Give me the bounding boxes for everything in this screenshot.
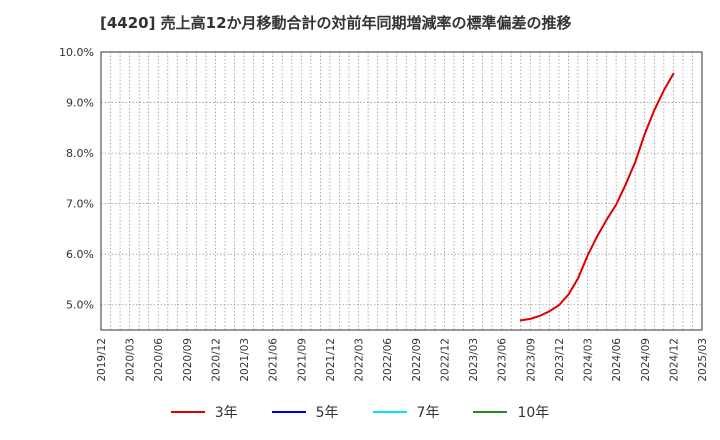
x-tick-label: 2022/06 xyxy=(382,338,394,382)
x-tick-label: 2024/12 xyxy=(668,338,680,382)
plot-background xyxy=(101,52,702,330)
legend-swatch xyxy=(473,411,508,413)
legend-item: 10年 xyxy=(473,402,549,422)
x-tick-label: 2021/09 xyxy=(296,338,308,382)
x-tick-label: 2024/09 xyxy=(640,338,652,382)
legend-item: 7年 xyxy=(372,402,440,422)
x-tick-label: 2020/12 xyxy=(210,338,222,382)
legend-label: 10年 xyxy=(517,405,550,421)
x-tick-label: 2024/06 xyxy=(611,338,623,382)
legend-swatch xyxy=(170,411,205,413)
x-tick-label: 2023/06 xyxy=(497,338,509,382)
y-tick-label: 8.0% xyxy=(66,147,94,160)
x-tick-label: 2021/12 xyxy=(325,338,337,382)
legend-item: 3年 xyxy=(170,402,238,422)
x-tick-label: 2023/09 xyxy=(525,338,537,382)
y-tick-label: 9.0% xyxy=(66,97,94,110)
y-tick-label: 5.0% xyxy=(66,299,94,312)
x-tick-label: 2020/03 xyxy=(125,338,137,382)
plot-area: 5.0% 6.0% 7.0% 8.0% 9.0% 10.0% 2019/12 2020/03 2… xyxy=(59,46,709,382)
x-tick-label: 2020/06 xyxy=(153,338,165,382)
legend-swatch xyxy=(271,411,306,413)
x-tick-label: 2022/12 xyxy=(439,338,451,382)
legend: 3年 5年 7年 10年 xyxy=(0,402,720,422)
chart-title: [4420] 売上高12か月移動合計の対前年同期増減率の標準偏差の推移 xyxy=(100,14,572,32)
legend-item: 5年 xyxy=(271,402,339,422)
series-line xyxy=(519,72,675,322)
x-tick-label: 2020/09 xyxy=(182,338,194,382)
x-tick-label: 2019/12 xyxy=(96,338,108,382)
x-tick-label: 2025/03 xyxy=(697,338,709,382)
x-tick-label: 2022/09 xyxy=(411,338,423,382)
legend-label: 7年 xyxy=(416,405,440,421)
x-tick-label: 2024/03 xyxy=(583,338,595,382)
y-tick-label: 7.0% xyxy=(66,198,94,211)
x-tick-label: 2021/06 xyxy=(268,338,280,382)
legend-label: 5年 xyxy=(315,405,339,421)
y-tick-label: 10.0% xyxy=(59,46,94,59)
plot-border xyxy=(100,51,703,331)
x-tick-label: 2021/03 xyxy=(239,338,251,382)
legend-label: 3年 xyxy=(214,405,238,421)
x-tick-label: 2023/12 xyxy=(554,338,566,382)
y-tick-label: 6.0% xyxy=(66,248,94,261)
x-tick-label: 2022/03 xyxy=(354,338,366,382)
legend-swatch xyxy=(372,411,407,413)
x-tick-label: 2023/03 xyxy=(468,338,480,382)
